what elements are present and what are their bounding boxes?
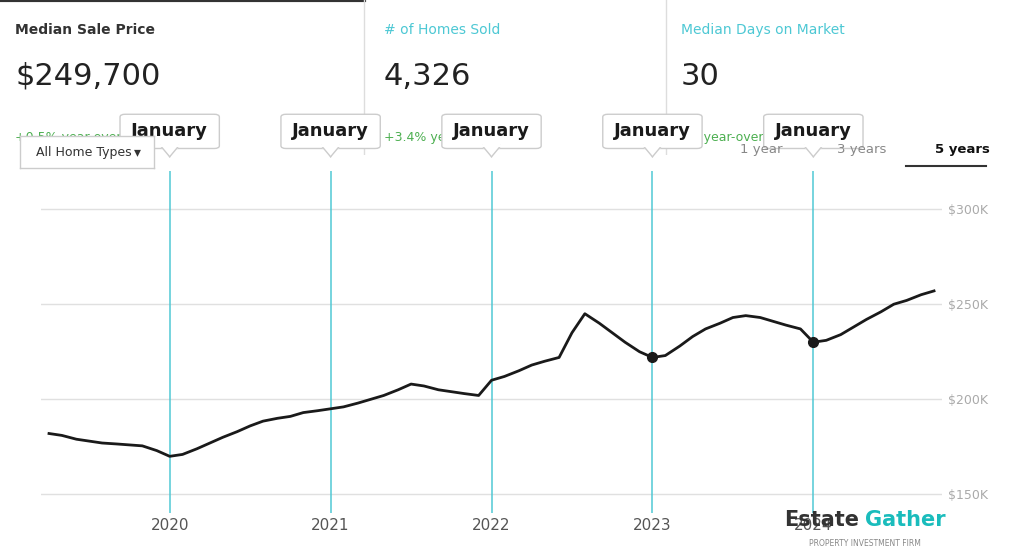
FancyBboxPatch shape: [281, 114, 380, 148]
Text: +0.5% year-over-year: +0.5% year-over-year: [15, 131, 154, 145]
FancyBboxPatch shape: [442, 114, 541, 148]
Polygon shape: [161, 146, 179, 157]
FancyBboxPatch shape: [603, 114, 702, 148]
Polygon shape: [643, 146, 662, 157]
Text: January: January: [292, 123, 369, 140]
FancyBboxPatch shape: [120, 114, 219, 148]
Text: January: January: [131, 123, 208, 140]
Text: 5 years: 5 years: [935, 142, 989, 156]
Text: 4,326: 4,326: [384, 62, 471, 91]
Polygon shape: [322, 146, 340, 157]
Text: PROPERTY INVESTMENT FIRM: PROPERTY INVESTMENT FIRM: [809, 539, 922, 548]
FancyBboxPatch shape: [764, 114, 863, 148]
Text: ▾: ▾: [134, 145, 141, 160]
Text: +8 year-over-year: +8 year-over-year: [681, 131, 795, 145]
Text: +3.4% year-over-year: +3.4% year-over-year: [384, 131, 522, 145]
Polygon shape: [482, 146, 501, 157]
Polygon shape: [804, 146, 822, 157]
Text: Median Sale Price: Median Sale Price: [15, 23, 156, 37]
Text: 1 year: 1 year: [739, 142, 782, 156]
Text: $249,700: $249,700: [15, 62, 161, 91]
Text: Median Days on Market: Median Days on Market: [681, 23, 845, 37]
Text: 3 years: 3 years: [838, 142, 887, 156]
Text: Estate: Estate: [784, 509, 859, 530]
Text: All Home Types: All Home Types: [37, 146, 132, 159]
Text: 30: 30: [681, 62, 720, 91]
Text: Gather: Gather: [865, 509, 946, 530]
Text: # of Homes Sold: # of Homes Sold: [384, 23, 501, 37]
Text: January: January: [775, 123, 852, 140]
Text: January: January: [614, 123, 691, 140]
Text: January: January: [453, 123, 530, 140]
